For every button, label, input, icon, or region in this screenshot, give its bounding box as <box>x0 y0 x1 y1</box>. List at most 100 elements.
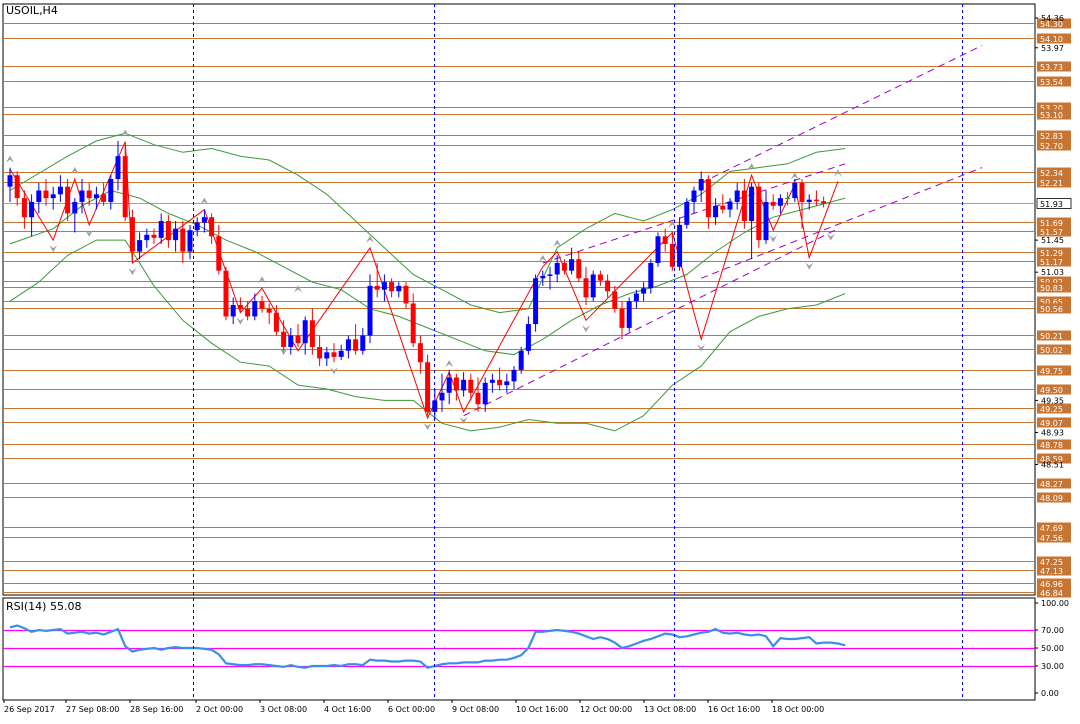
candle-body <box>295 335 301 344</box>
fractal-down-marker <box>805 262 814 270</box>
level-tag <box>1037 578 1071 589</box>
time-axis-label: 3 Oct 08:00 <box>260 705 307 714</box>
time-axis-label: 2 Oct 00:00 <box>196 705 243 714</box>
candle-body <box>684 201 690 225</box>
trend-channel-line <box>700 45 983 184</box>
level-tag <box>1037 303 1071 314</box>
candle-body <box>57 186 63 195</box>
price-axis-label: 53.97 <box>1041 44 1064 53</box>
candle-body <box>410 303 416 344</box>
level-tag <box>1037 167 1071 178</box>
candle-body <box>93 194 99 199</box>
level-tag <box>1037 532 1071 543</box>
price-axis-label: 51.45 <box>1041 236 1064 245</box>
zigzag-line <box>9 141 839 420</box>
level-tag-label: 53.20 <box>1040 104 1063 113</box>
price-axis-label: 48.93 <box>1041 428 1064 437</box>
candle-body <box>612 291 618 309</box>
fractal-up-marker <box>538 254 547 262</box>
candle-body <box>115 156 121 180</box>
symbol-label: USOIL,H4 <box>6 4 58 17</box>
candle-body <box>288 335 294 347</box>
rsi-axis-label: 100.00 <box>1041 599 1069 608</box>
fractal-down-marker <box>49 245 58 253</box>
candle-body <box>353 339 359 351</box>
candle-body <box>129 217 135 252</box>
main-panel-frame <box>2 3 1036 596</box>
fractal-down-marker <box>330 367 338 375</box>
candle-body <box>821 201 827 204</box>
level-tag <box>1037 453 1071 464</box>
candle-body <box>324 352 330 359</box>
candle-body <box>497 379 503 386</box>
candle-body <box>367 285 373 336</box>
fractal-down-marker <box>236 317 245 325</box>
candle-body <box>273 312 279 332</box>
level-tag <box>1037 256 1071 267</box>
level-tag <box>1037 565 1071 576</box>
level-tag-label: 52.34 <box>1040 169 1063 178</box>
candle-body <box>317 346 323 359</box>
candle-body <box>677 224 683 267</box>
level-tag-label: 46.84 <box>1040 589 1063 598</box>
candle-body <box>439 392 445 401</box>
candle-body <box>389 282 395 292</box>
candle-body <box>698 179 704 191</box>
level-tag-label: 52.70 <box>1040 142 1063 151</box>
rsi-axis-label: 50.00 <box>1041 644 1064 653</box>
candle-body <box>533 278 539 325</box>
level-tag-label: 47.13 <box>1040 567 1063 576</box>
candle-body <box>158 221 164 238</box>
price-axis-label: 48.51 <box>1041 461 1064 470</box>
candle-body <box>187 230 193 252</box>
fractal-down-marker <box>128 268 137 276</box>
level-tag <box>1037 296 1071 307</box>
candle-body <box>180 228 186 252</box>
price-axis-label: 49.35 <box>1041 396 1064 405</box>
level-tag-label: 53.73 <box>1040 63 1063 72</box>
trend-channel-line <box>463 228 839 417</box>
fractal-down-marker <box>769 235 778 243</box>
level-tag-label: 51.69 <box>1040 219 1063 228</box>
candle-body <box>417 343 423 363</box>
candle-body <box>79 190 85 202</box>
level-tag-label: 49.25 <box>1040 405 1063 414</box>
level-tag-label: 50.21 <box>1040 332 1063 341</box>
level-tag-label: 54.10 <box>1040 35 1063 44</box>
candle-body <box>569 259 575 271</box>
candle-body <box>489 379 495 383</box>
candle-body <box>669 243 675 267</box>
candle-body <box>165 221 171 241</box>
level-tag-label: 52.21 <box>1040 179 1063 188</box>
fractal-up-marker <box>834 169 842 177</box>
candle-body <box>583 278 589 298</box>
candle-body <box>72 201 78 214</box>
candle-body <box>345 339 351 351</box>
candle-body <box>21 198 27 218</box>
candle-body <box>223 270 229 317</box>
candle-body <box>741 190 747 222</box>
fractal-up-marker <box>747 163 756 171</box>
time-axis-label: 6 Oct 00:00 <box>388 705 435 714</box>
level-tag-label: 47.69 <box>1040 524 1063 533</box>
candle-body <box>806 199 812 202</box>
candle-body <box>561 263 567 271</box>
level-tag <box>1037 247 1071 258</box>
candle-body <box>619 308 625 328</box>
level-tag-label: 49.75 <box>1040 367 1063 376</box>
candle-body <box>43 190 49 199</box>
candle-body <box>86 190 92 199</box>
fractal-up-marker <box>70 167 79 175</box>
candle-body <box>331 352 337 357</box>
candle-body <box>576 259 582 279</box>
level-tag <box>1037 439 1071 450</box>
level-tag <box>1037 226 1071 237</box>
rsi-plot-group <box>3 624 1035 670</box>
candle-body <box>360 335 366 351</box>
fractal-up-marker <box>121 129 130 137</box>
level-tag-label: 50.65 <box>1040 298 1063 307</box>
level-tag-label: 48.27 <box>1040 480 1063 489</box>
candle-body <box>209 217 215 237</box>
candle-body <box>705 179 711 218</box>
